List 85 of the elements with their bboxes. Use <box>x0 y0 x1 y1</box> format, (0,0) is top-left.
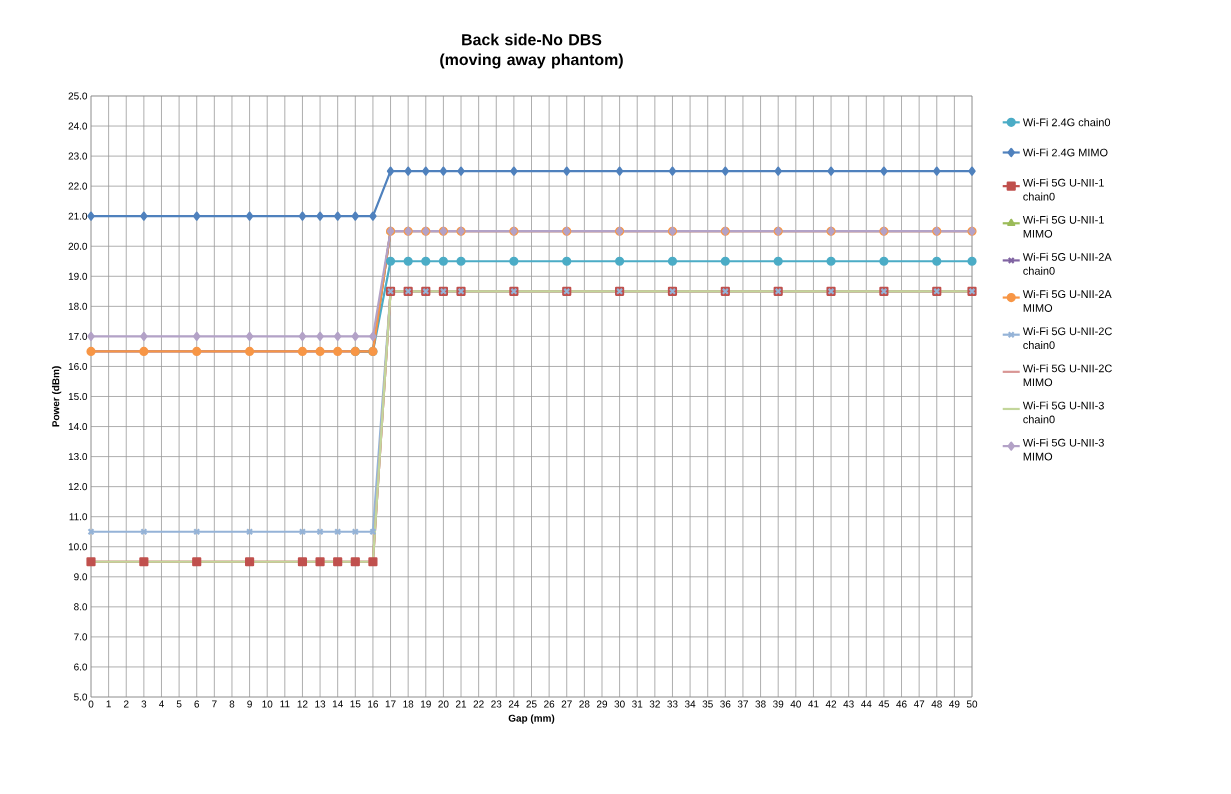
x-tick-label: 50 <box>966 700 978 708</box>
x-tick-label: 48 <box>931 700 942 708</box>
y-tick-label: 19.0 <box>68 272 88 280</box>
x-tick-label: 45 <box>878 700 890 708</box>
x-tick-label: 37 <box>737 700 748 708</box>
x-axis-title: Gap (mm) <box>508 714 555 724</box>
y-tick-label: 14.0 <box>68 423 88 431</box>
x-tick-label: 17 <box>385 700 396 708</box>
x-tick-label: 30 <box>614 700 625 708</box>
y-tick-label: 21.0 <box>68 212 88 220</box>
x-tick-label: 1 <box>106 700 111 708</box>
y-tick-label: 11.0 <box>69 513 88 521</box>
x-tick-label: 11 <box>280 700 290 708</box>
x-tick-label: 24 <box>508 700 520 708</box>
x-tick-label: 9 <box>247 700 252 708</box>
x-tick-label: 4 <box>158 700 164 708</box>
x-tick-label: 35 <box>702 700 713 708</box>
x-tick-label: 28 <box>579 700 590 708</box>
x-tick-label: 3 <box>141 700 147 708</box>
y-tick-label: 10.0 <box>68 543 88 551</box>
y-axis-title: Power (dBm) <box>51 366 62 427</box>
x-tick-label: 38 <box>755 700 766 708</box>
y-tick-label: 9.0 <box>74 573 88 581</box>
y-tick-label: 25.0 <box>68 92 88 100</box>
y-tick-label: 15.0 <box>68 392 88 401</box>
legend-label: Wi-Fi 5G U-NII-1 chain0 <box>1022 178 1104 201</box>
y-tick-label: 24.0 <box>68 122 88 130</box>
x-tick-label: 22 <box>473 700 484 708</box>
legend-label: Wi-Fi 2.4G chain0 <box>1022 118 1111 127</box>
x-tick-label: 49 <box>949 700 960 708</box>
x-tick-label: 15 <box>350 700 361 708</box>
y-tick-label: 13.0 <box>68 453 88 461</box>
x-tick-label: 5 <box>176 700 182 708</box>
x-tick-label: 32 <box>649 700 660 708</box>
x-tick-label: 40 <box>790 700 801 708</box>
x-tick-label: 46 <box>896 700 907 708</box>
x-tick-label: 6 <box>194 700 200 708</box>
x-tick-label: 34 <box>684 700 696 708</box>
x-tick-label: 41 <box>808 700 819 708</box>
legend-label: Wi-Fi 5G U-NII-3 chain0 <box>1022 401 1104 424</box>
y-tick-label: 23.0 <box>68 152 88 160</box>
legend-label: Wi-Fi 5G U-NII-3 MIMO <box>1022 438 1104 461</box>
y-tick-label: 20.0 <box>68 242 88 250</box>
x-tick-label: 12 <box>297 700 308 708</box>
y-tick-label: 7.0 <box>74 633 88 641</box>
x-tick-label: 47 <box>913 700 925 708</box>
y-tick-label: 8.0 <box>74 603 88 611</box>
legend-label: Wi-Fi 5G U-NII-2A MIMO <box>1022 289 1112 312</box>
legend-label: Wi-Fi 5G U-NII-2C MIMO <box>1022 364 1112 387</box>
x-tick-label: 42 <box>825 700 837 708</box>
x-tick-label: 25 <box>526 700 537 708</box>
x-tick-label: 19 <box>421 700 431 708</box>
x-tick-label: 36 <box>720 700 731 708</box>
x-tick-label: 44 <box>860 700 872 708</box>
x-tick-label: 7 <box>212 700 217 708</box>
legend-label: Wi-Fi 2.4G MIMO <box>1022 148 1108 157</box>
x-tick-label: 29 <box>596 700 608 708</box>
y-tick-label: 16.0 <box>68 362 88 370</box>
x-tick-label: 33 <box>667 700 678 708</box>
x-tick-label: 16 <box>368 700 379 708</box>
x-tick-label: 13 <box>315 700 326 708</box>
x-tick-label: 10 <box>262 700 273 708</box>
x-tick-label: 21 <box>455 700 467 708</box>
y-tick-label: 18.0 <box>68 302 88 310</box>
y-tick-label: 12.0 <box>68 483 88 491</box>
x-tick-label: 14 <box>332 700 343 708</box>
y-tick-label: 17.0 <box>68 332 88 340</box>
legend-label: Wi-Fi 5G U-NII-1 MIMO <box>1022 215 1104 238</box>
x-tick-label: 23 <box>491 700 502 708</box>
x-tick-label: 27 <box>561 700 572 708</box>
x-tick-label: 26 <box>544 700 555 708</box>
y-tick-label: 5.0 <box>74 693 88 701</box>
y-tick-label: 6.0 <box>74 663 88 671</box>
x-tick-label: 39 <box>773 700 784 708</box>
y-tick-label: 22.0 <box>68 182 88 190</box>
x-tick-label: 2 <box>123 700 129 708</box>
chart-title: Back side-No DBS (moving away phantom) <box>440 33 623 69</box>
legend-label: Wi-Fi 5G U-NII-2A chain0 <box>1022 252 1112 275</box>
x-tick-label: 0 <box>88 700 94 708</box>
x-tick-label: 20 <box>438 700 449 708</box>
x-tick-label: 18 <box>403 700 414 708</box>
x-tick-label: 31 <box>632 700 643 708</box>
legend-label: Wi-Fi 5G U-NII-2C chain0 <box>1022 327 1112 350</box>
x-tick-label: 43 <box>843 700 854 708</box>
x-tick-label: 8 <box>229 700 235 708</box>
